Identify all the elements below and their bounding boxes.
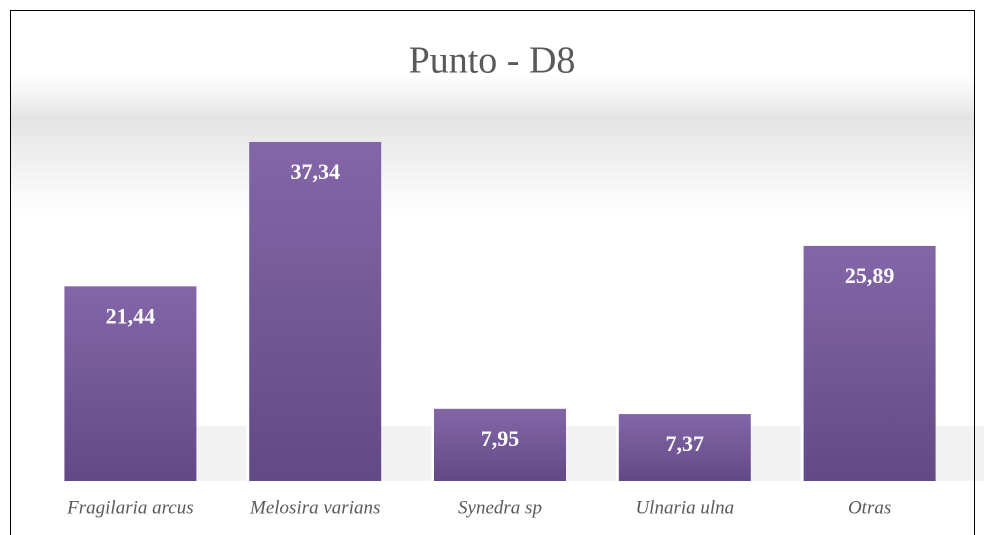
x-tick-label: Otras: [848, 497, 891, 518]
bar-shadow: [196, 426, 247, 481]
x-tick-label: Ulnaria ulna: [635, 497, 734, 518]
data-label: 21,44: [106, 303, 156, 328]
chart-title: Punto - D8: [409, 40, 576, 82]
bar: [618, 414, 751, 481]
data-label: 37,34: [290, 159, 340, 184]
bar-shadow: [381, 426, 432, 481]
x-tick-label: Synedra sp: [458, 497, 542, 518]
bar-shadow: [566, 426, 616, 481]
bar-shadow: [750, 426, 801, 481]
bar: [64, 286, 197, 481]
bar: [803, 245, 936, 481]
x-tick-label: Fragilaria arcus: [66, 497, 194, 518]
bar: [249, 141, 382, 481]
x-tick-label: Melosira varians: [249, 497, 380, 518]
data-label: 7,95: [481, 426, 520, 451]
bar-shadow: [935, 426, 984, 481]
data-label: 7,37: [666, 431, 705, 456]
data-label: 25,89: [845, 263, 895, 288]
bar: [434, 408, 566, 481]
